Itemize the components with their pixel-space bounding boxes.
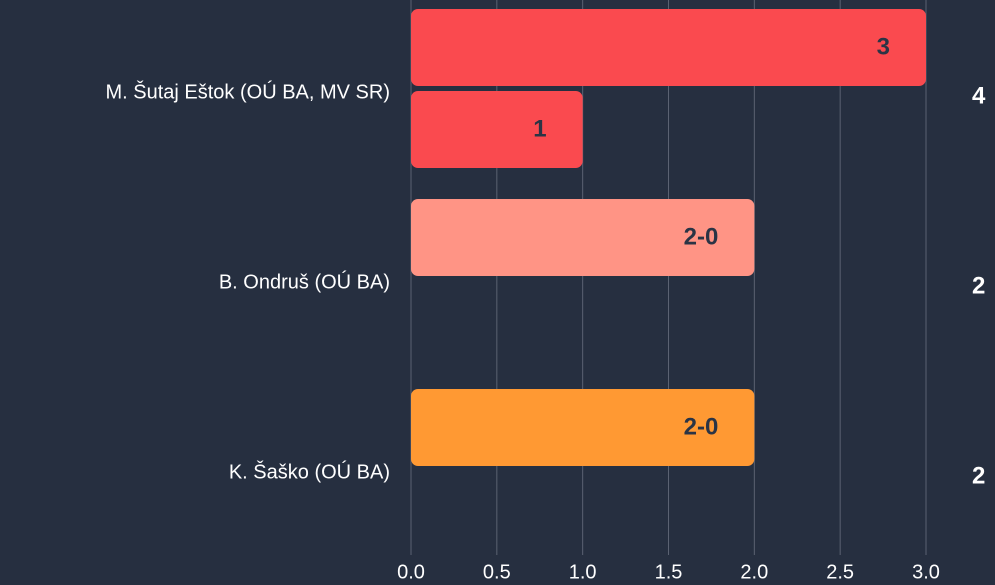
bar-value-label: 1 [533, 115, 546, 142]
total-label: 4 [972, 82, 986, 109]
x-tick-label: 0.0 [397, 561, 425, 583]
x-tick-label: 1.5 [655, 561, 683, 583]
x-tick-label: 2.0 [740, 561, 768, 583]
x-tick-label: 2.5 [826, 561, 854, 583]
category-label: M. Šutaj Eštok (OÚ BA, MV SR) [105, 80, 390, 103]
bar-value-label: 2-0 [684, 223, 719, 250]
bar [411, 91, 583, 168]
bar-value-label: 3 [877, 33, 890, 60]
x-tick-label: 3.0 [912, 561, 940, 583]
bar [411, 389, 755, 466]
category-label: K. Šaško (OÚ BA) [229, 460, 390, 483]
x-tick-label: 1.0 [569, 561, 597, 583]
bar [411, 199, 755, 276]
bar-value-label: 2-0 [684, 413, 719, 440]
total-label: 2 [972, 462, 985, 489]
bar [411, 9, 926, 86]
category-label: B. Ondruš (OÚ BA) [219, 270, 390, 293]
total-label: 2 [972, 272, 985, 299]
x-tick-label: 0.5 [483, 561, 511, 583]
